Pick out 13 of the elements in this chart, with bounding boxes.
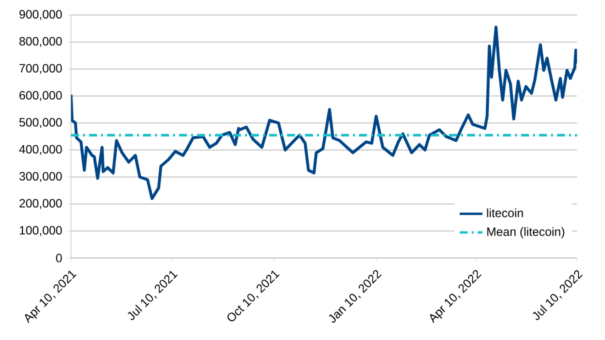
y-tick-label: 700,000	[20, 64, 62, 74]
y-tick-label: 0	[56, 254, 62, 262]
y-tick-label: 900,000	[19, 10, 62, 20]
legend-label: Mean (litecoin)	[487, 227, 564, 238]
y-tick-label: 600,000	[20, 91, 62, 101]
y-tick-label: 200,000	[20, 199, 62, 209]
y-tick-label: 100,000	[20, 226, 62, 236]
y-tick-label: 800,000	[19, 37, 62, 47]
y-tick-label: 400,000	[19, 145, 62, 155]
y-tick-label: 500,000	[19, 118, 62, 128]
line-series	[71, 26, 578, 200]
y-tick-label: 300,000	[19, 172, 62, 182]
legend-label: litecoin	[487, 208, 523, 218]
